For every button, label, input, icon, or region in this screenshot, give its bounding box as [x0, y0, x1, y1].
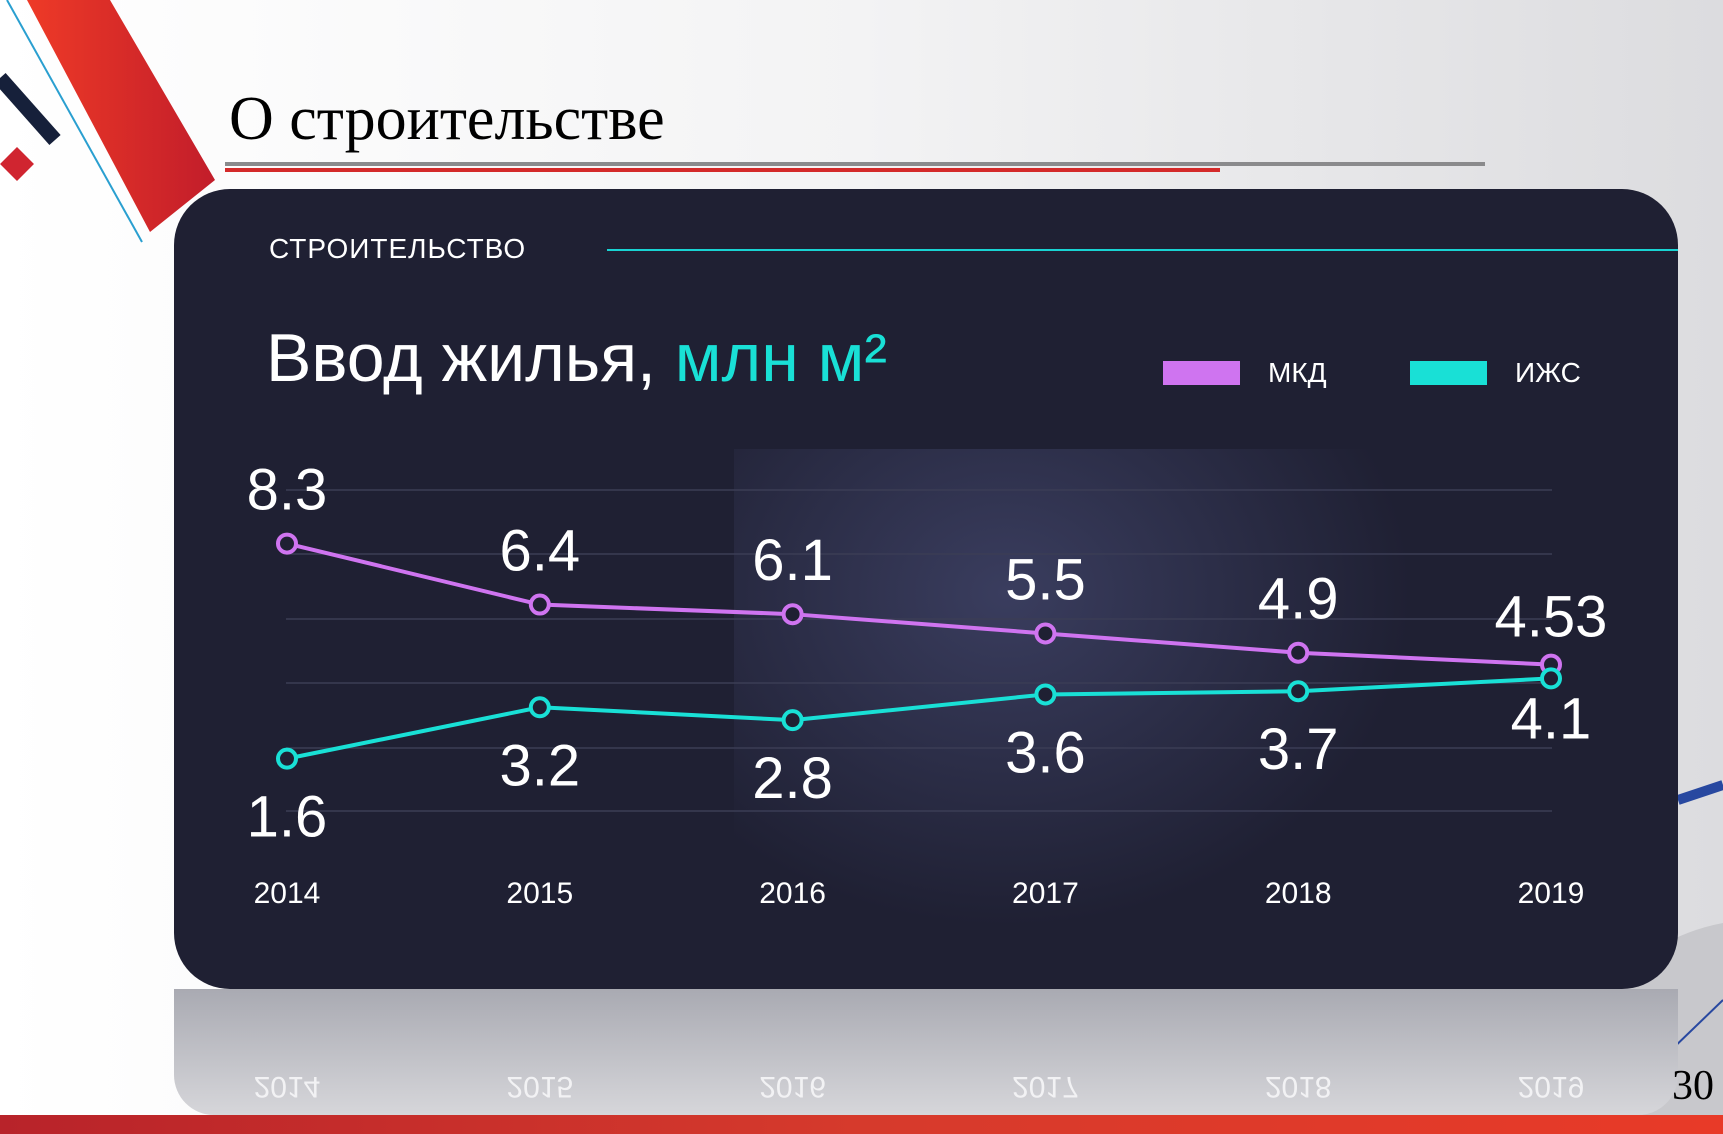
data-label: 6.4	[499, 519, 580, 584]
data-point	[276, 532, 298, 555]
legend-swatch-izhs	[1410, 361, 1487, 385]
data-label: 4.53	[1495, 585, 1608, 650]
title-red-rule	[225, 168, 1220, 172]
data-label: 3.6	[1005, 720, 1086, 785]
chart-title: Ввод жилья, млн м²	[266, 319, 887, 397]
red-diagonal-band	[27, 0, 215, 232]
legend-label-mkd: МКД	[1268, 357, 1327, 388]
data-label: 8.3	[247, 458, 328, 523]
red-diamond	[0, 147, 34, 181]
x-tick-label: 2016	[759, 877, 826, 910]
x-tick-label: 2018	[1265, 877, 1332, 910]
data-label: 5.5	[1005, 547, 1086, 612]
data-label: 1.6	[247, 785, 328, 850]
x-tick-label: 2014	[254, 877, 321, 910]
blue-diagonal-line	[6, 0, 143, 243]
data-label: 4.1	[1511, 686, 1592, 751]
chart-title-main: Ввод жилья,	[266, 320, 675, 396]
section-label: СТРОИТЕЛЬСТВО	[269, 233, 527, 264]
reflected-year-label: 2015	[506, 1070, 574, 1103]
page-number: 30	[1672, 1063, 1714, 1109]
section-rule	[607, 249, 1678, 251]
legend-item-mkd: МКД	[1163, 357, 1327, 389]
data-point	[276, 747, 298, 770]
data-label: 4.9	[1258, 567, 1339, 632]
data-point	[1034, 683, 1057, 706]
data-point	[781, 709, 804, 732]
data-point	[781, 603, 804, 626]
x-tick-label: 2019	[1518, 877, 1585, 910]
title-gray-rule	[225, 162, 1485, 166]
reflected-year-label: 2016	[759, 1070, 826, 1103]
data-label: 6.1	[752, 528, 833, 593]
data-label: 2.8	[752, 746, 833, 811]
data-point	[1287, 641, 1310, 664]
chart-title-unit: млн м²	[674, 320, 888, 396]
reflected-year-label: 2019	[1517, 1070, 1585, 1103]
legend-label-izhs: ИЖС	[1515, 357, 1581, 388]
navy-diagonal-bar	[0, 73, 61, 145]
chart-card: СТРОИТЕЛЬСТВО Ввод жилья, млн м² МКД ИЖС…	[174, 189, 1678, 989]
series-line-izhs	[286, 676, 1552, 761]
legend-item-izhs: ИЖС	[1410, 357, 1581, 389]
data-point	[1287, 680, 1310, 703]
x-tick-label: 2015	[506, 877, 573, 910]
reflected-year-label: 2014	[253, 1070, 321, 1103]
reflected-year-label: 2017	[1012, 1070, 1079, 1103]
x-tick-label: 2017	[1012, 877, 1079, 910]
bottom-red-bar	[0, 1115, 1723, 1134]
data-point	[528, 696, 551, 719]
data-label: 3.2	[499, 733, 580, 798]
data-point	[528, 593, 551, 616]
data-point	[1034, 622, 1057, 645]
card-reflection: 2014 2015 2016 2017 2018 2019	[174, 989, 1678, 1115]
data-label: 3.7	[1258, 717, 1339, 782]
reflected-year-label: 2018	[1264, 1070, 1332, 1103]
legend-swatch-mkd	[1163, 361, 1240, 385]
slide-title: О строительстве	[229, 85, 665, 153]
data-point	[1540, 667, 1562, 690]
series-line-mkd	[286, 541, 1552, 667]
line-chart: 8.3 6.4 6.1 5.5 4.9 4.53 1.6 3.2 2.8 3.6 3.7 4.1 201…	[247, 458, 1608, 910]
blue-stripe	[1676, 780, 1723, 805]
